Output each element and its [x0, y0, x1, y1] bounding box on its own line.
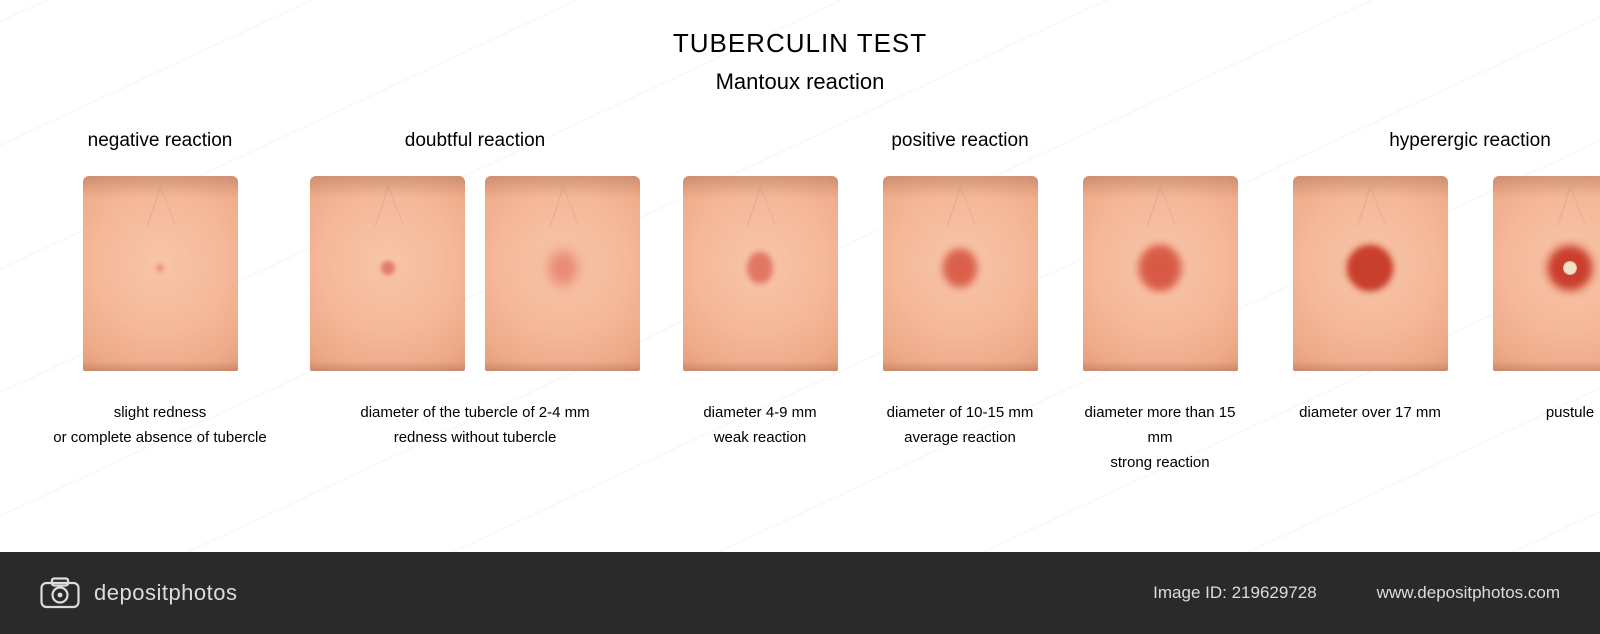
- panel: [485, 176, 640, 371]
- panel: diameter 4-9 mmweak reaction: [670, 176, 850, 475]
- pustule-center: [1563, 261, 1577, 275]
- arm-illustration: [83, 176, 238, 371]
- panel: [310, 176, 465, 371]
- group-label: negative reaction: [88, 130, 233, 152]
- panel: slight rednessor complete absence of tub…: [40, 176, 280, 451]
- reaction-spot: [156, 264, 164, 272]
- arm-illustration: [1083, 176, 1238, 371]
- page-title: TUBERCULIN TEST: [0, 28, 1600, 59]
- brand-text: depositphotos: [94, 580, 238, 606]
- camera-icon: [40, 577, 80, 609]
- image-id: Image ID: 219629728: [1153, 583, 1317, 603]
- groups-row: negative reaction slight rednessor comple…: [0, 130, 1600, 475]
- arm-illustration: [310, 176, 465, 371]
- reaction-spot: [548, 250, 578, 286]
- panel: diameter more than 15 mmstrong reaction: [1070, 176, 1250, 475]
- reaction-spot: [1347, 245, 1393, 291]
- group-label: positive reaction: [891, 130, 1028, 152]
- panel: diameter over 17 mm: [1280, 176, 1460, 426]
- group-3: hyperergic reaction diameter over 17 mm pu…: [1280, 130, 1600, 475]
- reaction-spot: [381, 261, 395, 275]
- page-subtitle: Mantoux reaction: [0, 69, 1600, 95]
- reaction-spot: [943, 248, 977, 287]
- panel-caption: diameter more than 15 mmstrong reaction: [1070, 401, 1250, 475]
- footer-bar: depositphotos Image ID: 219629728 www.de…: [0, 552, 1600, 634]
- panel-caption: slight rednessor complete absence of tub…: [40, 401, 280, 451]
- panel-caption: diameter of 10-15 mmaverage reaction: [870, 401, 1050, 451]
- group-2: positive reaction diameter 4-9 mmweak rea…: [670, 130, 1250, 475]
- arm-illustration: [1293, 176, 1448, 371]
- group-label: hyperergic reaction: [1389, 130, 1551, 152]
- reaction-spot: [1139, 245, 1181, 291]
- reaction-spot: [747, 251, 773, 284]
- arm-illustration: [683, 176, 838, 371]
- panel-row: diameter 4-9 mmweak reaction diameter of …: [670, 176, 1250, 475]
- arm-illustration: [1493, 176, 1600, 371]
- group-label: doubtful reaction: [405, 130, 546, 152]
- panel-caption: pustule: [1480, 401, 1600, 426]
- panel-row: slight rednessor complete absence of tub…: [40, 176, 280, 451]
- footer-brand: depositphotos: [40, 577, 238, 609]
- site-url: www.depositphotos.com: [1377, 583, 1560, 603]
- panel-caption: diameter over 17 mm: [1280, 401, 1460, 426]
- content-area: negative reaction slight rednessor comple…: [0, 130, 1600, 475]
- panel: pustule: [1480, 176, 1600, 426]
- footer-meta: Image ID: 219629728 www.depositphotos.co…: [1153, 583, 1560, 603]
- panel-row: diameter over 17 mm pustule: [1280, 176, 1600, 426]
- panel-row: [310, 176, 640, 371]
- group-1: doubtful reaction diameter of the tubercl…: [310, 130, 640, 475]
- panel-caption: diameter of the tubercle of 2-4 mmrednes…: [310, 401, 640, 451]
- panel: diameter of 10-15 mmaverage reaction: [870, 176, 1050, 475]
- panel-caption: diameter 4-9 mmweak reaction: [670, 401, 850, 451]
- header: TUBERCULIN TEST Mantoux reaction: [0, 0, 1600, 95]
- arm-illustration: [883, 176, 1038, 371]
- group-0: negative reaction slight rednessor comple…: [40, 130, 280, 475]
- arm-illustration: [485, 176, 640, 371]
